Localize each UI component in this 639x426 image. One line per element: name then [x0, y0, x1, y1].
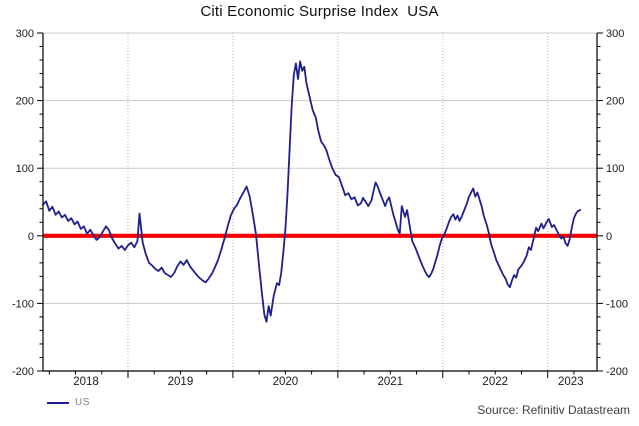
y-tick-label-right: 200 — [606, 96, 624, 108]
legend-series-label: US — [75, 397, 90, 408]
legend: US — [47, 397, 90, 408]
y-tick-label-left: 100 — [16, 163, 34, 175]
y-tick-label-left: -100 — [12, 298, 34, 310]
x-tick-label: 2018 — [73, 376, 99, 388]
legend-line-swatch — [47, 401, 69, 404]
x-tick-label: 2021 — [378, 376, 404, 388]
y-tick-label-left: 300 — [16, 28, 34, 40]
source-credit: Source: Refinitiv Datastream — [477, 403, 630, 417]
y-tick-label-right: 0 — [606, 231, 612, 243]
x-tick-label: 2020 — [273, 376, 299, 388]
y-tick-label-left: 200 — [16, 96, 34, 108]
y-tick-label-right: 300 — [606, 28, 624, 40]
y-tick-label-left: -200 — [12, 366, 34, 378]
chart-title: Citi Economic Surprise Index USA — [200, 3, 439, 20]
series-line-us — [42, 60, 582, 323]
y-tick-label-right: -200 — [606, 366, 628, 378]
y-tick-label-right: -100 — [606, 298, 628, 310]
x-tick-label: 2019 — [168, 376, 194, 388]
y-tick-label-right: 100 — [606, 163, 624, 175]
x-tick-label: 2023 — [558, 376, 584, 388]
y-tick-label-left: 0 — [28, 231, 34, 243]
x-tick-label: 2022 — [482, 376, 508, 388]
